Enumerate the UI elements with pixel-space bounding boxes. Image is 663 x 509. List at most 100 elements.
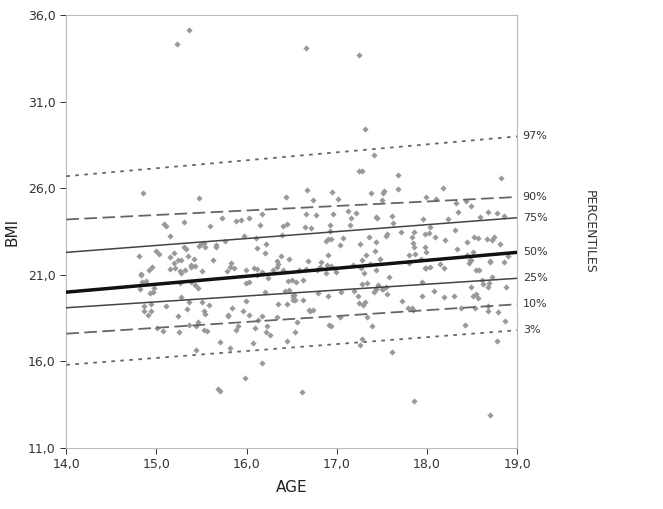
Point	[305, 224, 316, 233]
Point	[353, 51, 364, 60]
Point	[190, 262, 201, 270]
Point	[138, 189, 149, 197]
Point	[485, 258, 495, 266]
Point	[403, 304, 414, 312]
Point	[324, 227, 335, 235]
Point	[483, 208, 494, 216]
Point	[357, 280, 367, 288]
Point	[190, 322, 201, 330]
Point	[473, 234, 484, 242]
Point	[281, 337, 292, 345]
Point	[438, 184, 449, 192]
Point	[316, 258, 326, 266]
Point	[499, 212, 509, 220]
Point	[420, 248, 431, 257]
Point	[409, 250, 420, 259]
Point	[332, 195, 343, 203]
Point	[174, 328, 184, 336]
Point	[357, 167, 367, 175]
Point	[175, 279, 186, 287]
Point	[284, 286, 294, 294]
Point	[301, 265, 312, 273]
Point	[290, 328, 300, 336]
Point	[257, 268, 267, 276]
Point	[292, 318, 302, 326]
Point	[358, 301, 369, 309]
Point	[261, 240, 271, 248]
Point	[461, 238, 472, 246]
Text: 10%: 10%	[522, 299, 548, 309]
Point	[240, 374, 251, 382]
Point	[172, 40, 182, 48]
Point	[262, 322, 272, 330]
Point	[483, 302, 493, 310]
Point	[381, 283, 391, 291]
Point	[371, 212, 381, 220]
Point	[477, 276, 488, 285]
Point	[229, 264, 240, 272]
Point	[408, 239, 418, 247]
Point	[417, 278, 428, 286]
Point	[135, 270, 146, 278]
Point	[200, 243, 210, 251]
Point	[268, 266, 278, 274]
Point	[288, 291, 298, 299]
Point	[452, 208, 463, 216]
Point	[424, 223, 435, 232]
Point	[328, 210, 338, 218]
Point	[249, 264, 259, 272]
Point	[280, 193, 291, 201]
Point	[276, 252, 286, 260]
Point	[431, 195, 442, 204]
Text: 3%: 3%	[522, 325, 540, 335]
Point	[466, 203, 477, 211]
Point	[183, 252, 194, 261]
Point	[456, 304, 467, 312]
Point	[396, 297, 407, 305]
Point	[323, 235, 333, 243]
Point	[481, 235, 492, 243]
Point	[260, 288, 271, 296]
Point	[360, 125, 371, 133]
Point	[192, 284, 203, 292]
Point	[349, 287, 359, 295]
Point	[459, 321, 470, 329]
Point	[370, 285, 381, 293]
Point	[224, 263, 235, 271]
Point	[143, 266, 154, 274]
Point	[308, 196, 318, 204]
Point	[141, 277, 151, 285]
Point	[273, 300, 284, 308]
Point	[176, 256, 187, 264]
Point	[345, 221, 355, 229]
Point	[180, 245, 191, 253]
Point	[176, 293, 187, 301]
Point	[373, 280, 383, 289]
Point	[326, 235, 336, 243]
Point	[231, 326, 242, 334]
Point	[324, 321, 334, 329]
Point	[393, 185, 404, 193]
Point	[238, 307, 249, 315]
Point	[381, 232, 392, 240]
Point	[213, 385, 223, 393]
Point	[221, 267, 232, 275]
Point	[351, 209, 361, 217]
Point	[312, 266, 323, 274]
Point	[215, 337, 226, 346]
Point	[199, 239, 210, 247]
Point	[196, 267, 207, 275]
Point	[420, 193, 431, 202]
Point	[300, 223, 310, 232]
Point	[361, 251, 372, 259]
Point	[362, 279, 373, 287]
Point	[312, 289, 323, 297]
Point	[375, 255, 386, 263]
Point	[158, 327, 169, 335]
Point	[152, 324, 162, 332]
Text: 90%: 90%	[522, 192, 548, 202]
Point	[272, 260, 283, 268]
Point	[381, 290, 392, 298]
Point	[145, 289, 155, 297]
Point	[188, 256, 199, 264]
